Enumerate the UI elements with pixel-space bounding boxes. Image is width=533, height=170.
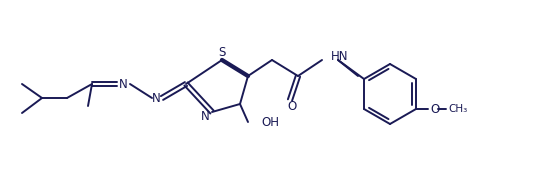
Text: O: O (287, 100, 297, 114)
Text: HN: HN (331, 49, 349, 63)
Text: N: N (151, 91, 160, 105)
Text: CH₃: CH₃ (448, 104, 467, 114)
Text: N: N (119, 78, 127, 90)
Text: OH: OH (261, 115, 279, 129)
Text: S: S (219, 47, 225, 60)
Text: O: O (430, 103, 439, 115)
Text: N: N (200, 110, 209, 123)
